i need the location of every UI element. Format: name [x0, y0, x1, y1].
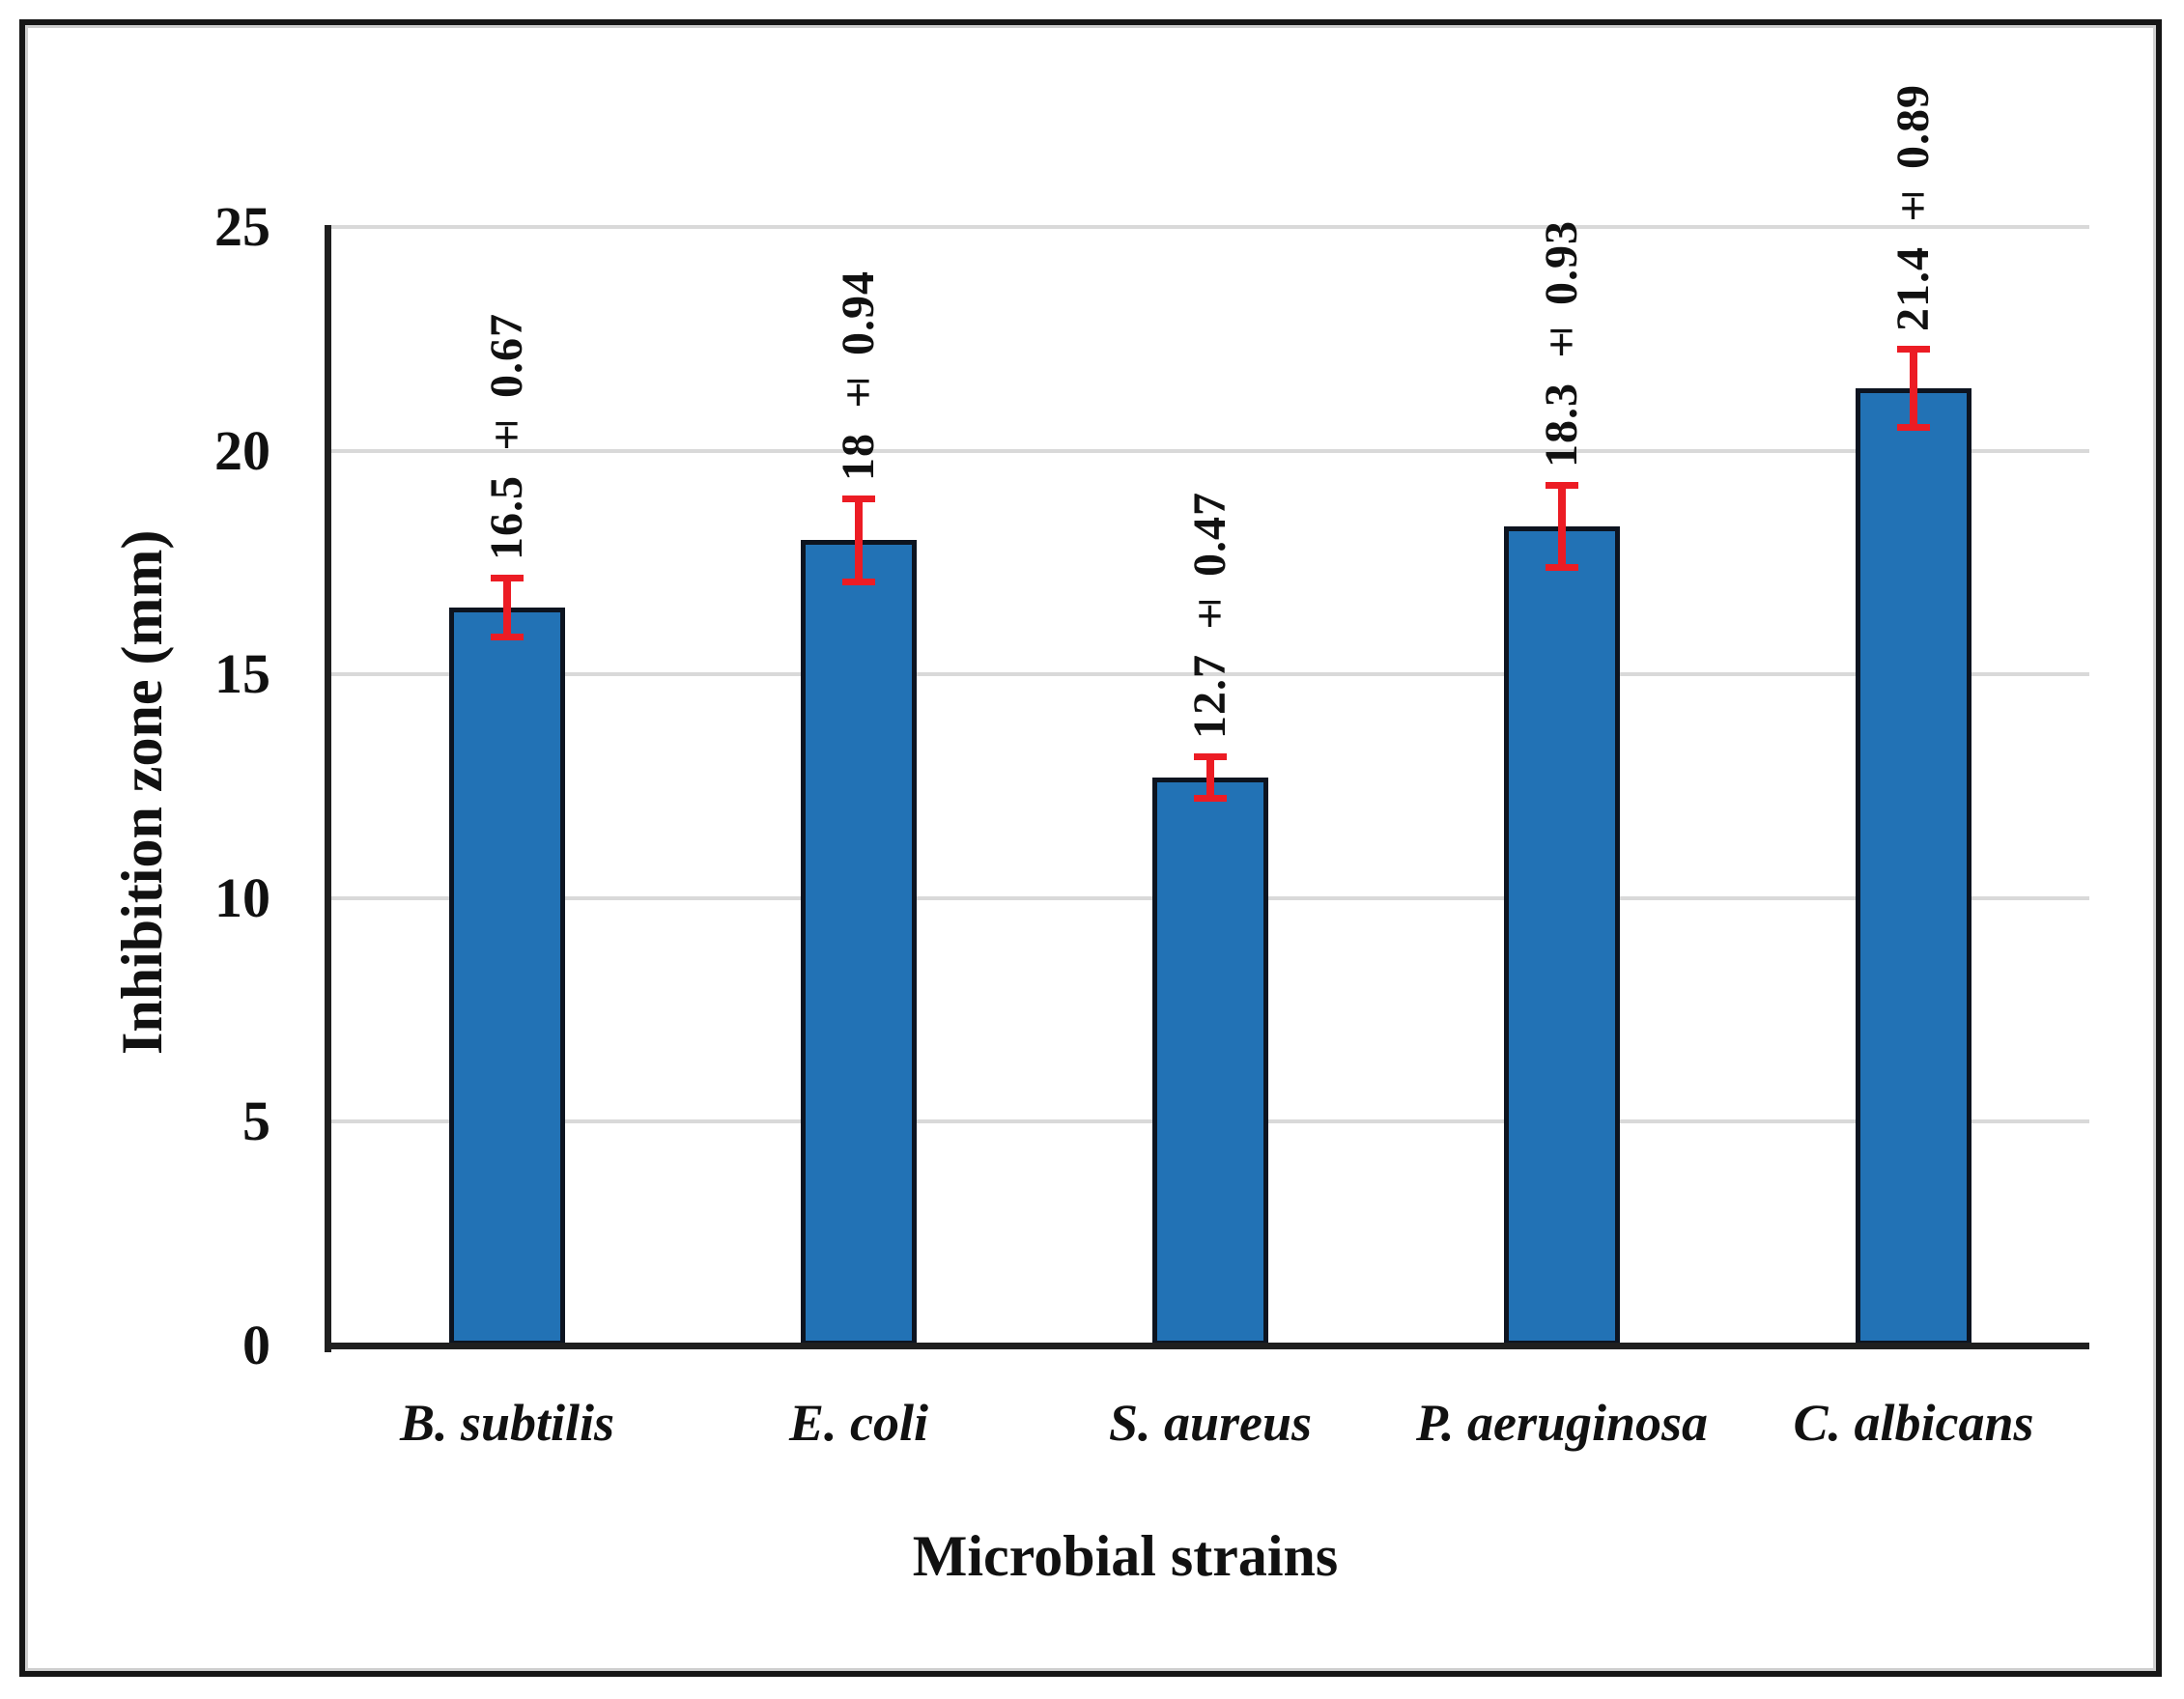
y-tick-label-15: 15	[214, 642, 270, 706]
error-bar-top-cap-c-albicans	[1897, 345, 1930, 353]
bar-s-aureus	[1152, 777, 1268, 1345]
x-tick-label-p-aeruginosa: P. aeruginosa	[1415, 1394, 1709, 1452]
error-bar-top-cap-p-aeruginosa	[1546, 482, 1578, 490]
y-tick-label-20: 20	[214, 418, 270, 482]
y-tick-label-0: 0	[242, 1314, 270, 1376]
bar-value-label-c-albicans: 21.4 ± 0.89	[1887, 83, 1939, 331]
error-bar-top-cap-s-aureus	[1194, 752, 1227, 760]
bar-value-label-p-aeruginosa: 18.3 ± 0.93	[1536, 220, 1587, 468]
error-bar-bottom-cap-s-aureus	[1194, 794, 1227, 802]
x-tick-label-b-subtilis: B. subtilis	[399, 1394, 615, 1452]
error-bar-top-cap-b-subtilis	[491, 574, 524, 581]
error-bar-bottom-cap-b-subtilis	[491, 633, 524, 640]
bar-c-albicans	[1856, 387, 1971, 1345]
y-axis-title: Inhibition zone (mm)	[110, 529, 174, 1055]
error-bar-bottom-cap-c-albicans	[1897, 423, 1930, 431]
bar-value-label-s-aureus: 12.7 ± 0.47	[1184, 491, 1235, 739]
y-tick-label-10: 10	[214, 865, 270, 929]
y-tick-label-5: 5	[242, 1090, 270, 1153]
x-tick-label-e-coli: E. coli	[789, 1394, 928, 1452]
bar-b-subtilis	[449, 607, 565, 1345]
gridline-20	[331, 448, 2089, 453]
y-axis-line	[325, 225, 331, 1352]
bar-e-coli	[801, 540, 917, 1345]
x-tick-label-c-albicans: C. albicans	[1793, 1394, 2034, 1452]
y-tick-label-25: 25	[214, 195, 270, 258]
error-bar-bottom-cap-e-coli	[842, 578, 875, 585]
error-bar-e-coli	[855, 497, 863, 582]
error-bar-top-cap-e-coli	[842, 495, 875, 502]
gridline-25	[331, 225, 2089, 229]
gridline-15	[331, 672, 2089, 677]
x-tick-label-s-aureus: S. aureus	[1108, 1394, 1313, 1452]
bar-value-label-e-coli: 18 ± 0.94	[833, 269, 884, 481]
error-bar-c-albicans	[1910, 348, 1917, 428]
x-axis-line	[325, 1343, 2089, 1349]
figure-frame	[19, 19, 2162, 1677]
x-axis-title: Microbial strains	[912, 1524, 1339, 1588]
bar-p-aeruginosa	[1504, 526, 1620, 1345]
error-bar-b-subtilis	[503, 577, 511, 637]
error-bar-p-aeruginosa	[1558, 485, 1566, 569]
error-bar-s-aureus	[1206, 755, 1214, 799]
error-bar-bottom-cap-p-aeruginosa	[1546, 564, 1578, 572]
bar-value-label-b-subtilis: 16.5 ± 0.67	[481, 312, 532, 560]
